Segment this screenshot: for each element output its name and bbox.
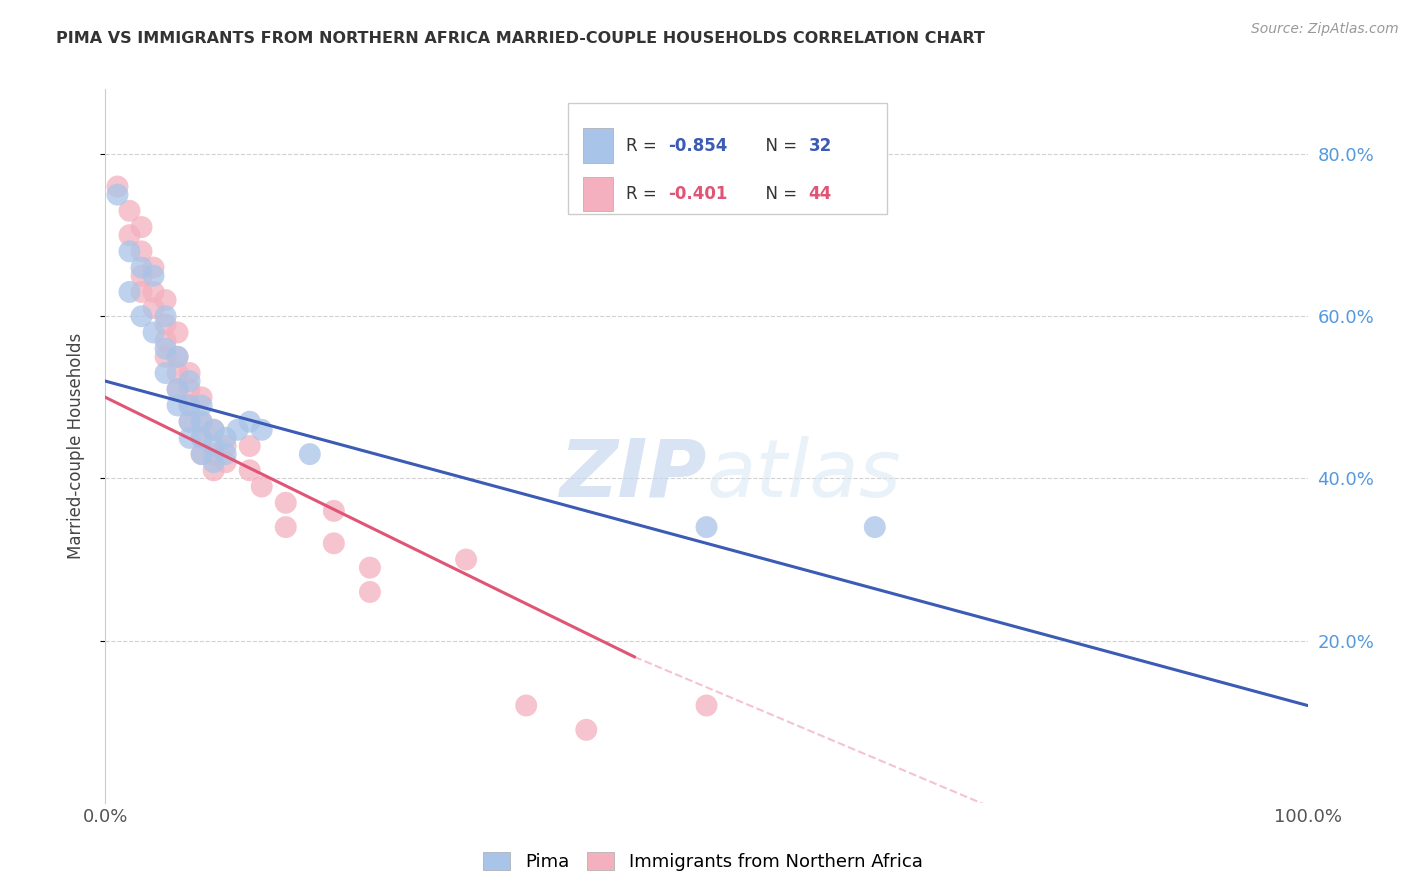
Point [239,439,262,453]
Point [131,310,153,324]
Point [298,447,321,461]
Text: R =: R = [626,186,662,203]
Point [131,220,153,235]
Point [179,399,201,413]
Point [179,374,201,388]
Point [179,366,201,380]
Point [322,536,344,550]
Point [863,520,886,534]
Point [166,366,188,380]
Point [179,399,201,413]
Point [214,455,236,469]
Point [179,431,201,445]
FancyBboxPatch shape [582,177,613,211]
Point [515,698,537,713]
Point [696,698,718,713]
Point [155,342,177,356]
Point [166,382,188,396]
Point [155,350,177,364]
Point [202,423,225,437]
Point [166,399,188,413]
Point [359,585,381,599]
Point [696,520,718,534]
Point [118,244,141,259]
Point [190,431,212,445]
Text: ZIP: ZIP [560,435,707,514]
Y-axis label: Married-couple Households: Married-couple Households [66,333,84,559]
Point [118,228,141,243]
Point [166,382,188,396]
Point [155,334,177,348]
Point [202,439,225,453]
Point [454,552,477,566]
Point [239,463,262,477]
Point [250,423,273,437]
Point [155,293,177,307]
Point [118,285,141,299]
Point [190,447,212,461]
Text: 44: 44 [808,186,832,203]
Point [202,423,225,437]
Point [202,463,225,477]
Point [214,439,236,453]
Point [202,455,225,469]
Text: PIMA VS IMMIGRANTS FROM NORTHERN AFRICA MARRIED-COUPLE HOUSEHOLDS CORRELATION CH: PIMA VS IMMIGRANTS FROM NORTHERN AFRICA … [56,31,986,46]
Point [190,431,212,445]
Text: Source: ZipAtlas.com: Source: ZipAtlas.com [1251,22,1399,37]
Point [190,415,212,429]
Text: N =: N = [755,136,801,154]
Point [190,399,212,413]
Point [359,560,381,574]
Point [107,187,129,202]
Point [131,268,153,283]
Point [274,520,297,534]
Point [155,318,177,332]
Point [107,179,129,194]
FancyBboxPatch shape [582,128,613,162]
Point [131,244,153,259]
Point [155,310,177,324]
Point [274,496,297,510]
Point [131,285,153,299]
Point [131,260,153,275]
Point [179,382,201,396]
Point [142,301,165,315]
Point [166,350,188,364]
Text: atlas: atlas [707,435,901,514]
Point [179,415,201,429]
Point [142,326,165,340]
Point [166,326,188,340]
Point [214,447,236,461]
Point [322,504,344,518]
FancyBboxPatch shape [568,103,887,214]
Point [179,415,201,429]
Point [190,447,212,461]
Point [142,260,165,275]
Point [226,423,249,437]
Point [250,479,273,493]
Text: -0.401: -0.401 [668,186,727,203]
Point [575,723,598,737]
Text: 32: 32 [808,136,832,154]
Point [155,366,177,380]
Text: -0.854: -0.854 [668,136,727,154]
Point [214,431,236,445]
Point [142,285,165,299]
Legend: Pima, Immigrants from Northern Africa: Pima, Immigrants from Northern Africa [477,846,929,879]
Point [190,415,212,429]
Point [166,350,188,364]
Point [202,447,225,461]
Point [118,203,141,218]
Point [239,415,262,429]
Text: R =: R = [626,136,662,154]
Text: N =: N = [755,186,801,203]
Point [190,390,212,404]
Point [142,268,165,283]
